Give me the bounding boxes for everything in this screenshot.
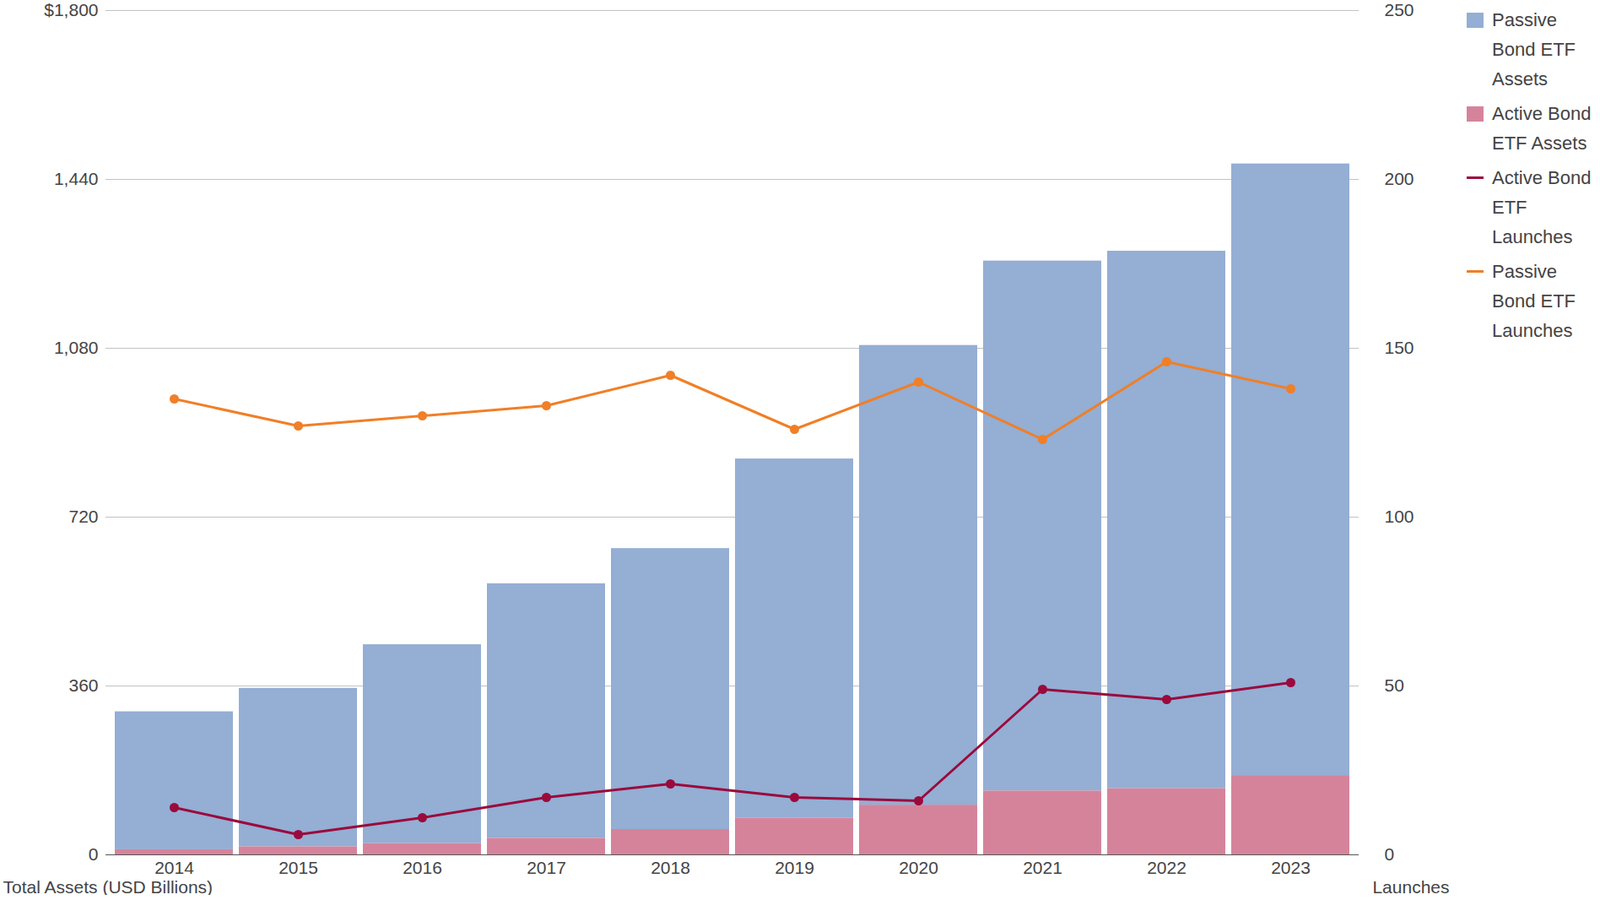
- html-text:Passive Bond ETF Assets: Passive Bond ETF Assets: [1491, 9, 1576, 90]
- svg-text:2021: 2021: [1022, 857, 1063, 877]
- svg-text:0: 0: [1384, 843, 1395, 864]
- svg-text:1,080: 1,080: [54, 337, 99, 357]
- svg-text:0: 0: [88, 843, 99, 864]
- svg-text:2022: 2022: [1146, 857, 1187, 877]
- svg-text:150: 150: [1384, 337, 1415, 357]
- html-text:Active Bond ETF Assets: Active Bond ETF Assets: [1491, 102, 1592, 154]
- svg-text:Launches: Launches: [1372, 876, 1449, 896]
- svg-text:2015: 2015: [278, 857, 319, 877]
- svg-text:50: 50: [1384, 675, 1405, 695]
- html-text:Passive Bond ETF Launches: Passive Bond ETF Launches: [1491, 260, 1576, 341]
- svg-text:250: 250: [1384, 0, 1415, 20]
- svg-text:2023: 2023: [1270, 857, 1311, 877]
- svg-text:1,440: 1,440: [54, 168, 99, 189]
- svg-text:2019: 2019: [774, 857, 815, 877]
- svg-text:200: 200: [1384, 168, 1415, 189]
- svg-text:2014: 2014: [154, 857, 195, 877]
- svg-text:2017: 2017: [526, 857, 567, 877]
- svg-text:2018: 2018: [650, 857, 691, 877]
- svg-text:$1,800: $1,800: [43, 0, 98, 20]
- html-text:Active Bond ETF Launches: Active Bond ETF Launches: [1491, 167, 1592, 248]
- svg-text:Total Assets (USD Billions): Total Assets (USD Billions): [3, 876, 214, 896]
- svg-text:100: 100: [1384, 506, 1415, 526]
- svg-text:2016: 2016: [402, 857, 443, 877]
- svg-text:360: 360: [68, 675, 98, 695]
- svg-text:2020: 2020: [898, 857, 939, 877]
- svg-text:720: 720: [68, 506, 98, 526]
